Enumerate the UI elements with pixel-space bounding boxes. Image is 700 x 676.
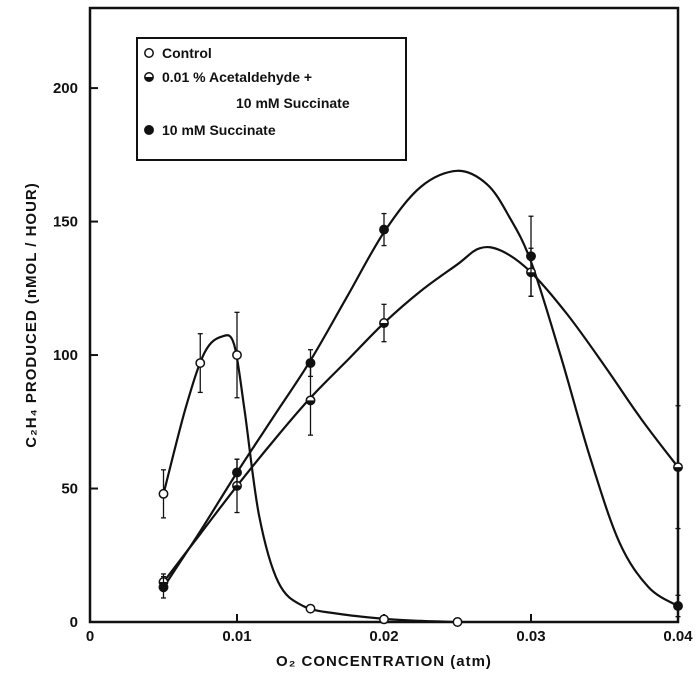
legend-marker-control <box>144 48 154 58</box>
y-tick-label: 100 <box>53 347 78 364</box>
y-tick-label: 150 <box>53 214 78 231</box>
data-point-succinate <box>526 251 536 262</box>
y-axis-title: C₂H₄ PRODUCED (nMOL / HOUR) <box>23 182 40 448</box>
legend-box <box>136 37 407 161</box>
x-tick-label: 0 <box>86 628 94 645</box>
curve-acetaldehyde-succinate <box>162 245 679 583</box>
y-tick-label: 50 <box>61 481 78 498</box>
y-tick-label: 200 <box>53 80 78 97</box>
legend: Control 0.01 % Acetaldehyde + 10 mM Succin… <box>136 37 407 161</box>
data-point-succinate <box>673 601 683 611</box>
data-point-acetaldehyde-succinate <box>673 462 683 473</box>
x-axis-title: O₂ CONCENTRATION (atm) <box>276 653 492 670</box>
data-point-acetaldehyde-succinate <box>232 480 242 491</box>
data-point-succinate <box>158 582 169 593</box>
series-markers <box>158 212 683 627</box>
data-point-succinate <box>379 224 389 235</box>
legend-marker-acetaldehyde-succinate <box>144 72 154 82</box>
data-point-control <box>158 488 169 499</box>
x-tick-label: 0.02 <box>369 628 398 645</box>
legend-label-control: Control <box>162 45 212 61</box>
legend-label-acetaldehyde-succinate: 10 mM Succinate <box>236 95 350 111</box>
data-point-control <box>232 350 242 360</box>
x-tick-label: 0.04 <box>663 628 693 645</box>
curve-succinate <box>162 169 679 607</box>
data-point-succinate <box>305 358 316 369</box>
data-point-succinate <box>232 467 242 478</box>
data-point-acetaldehyde-succinate <box>379 318 389 328</box>
x-tick-label: 0.01 <box>222 628 251 645</box>
data-point-acetaldehyde-succinate <box>305 395 316 406</box>
data-point-control <box>195 358 206 369</box>
legend-label-acetaldehyde-succinate: 0.01 % Acetaldehyde + <box>162 69 312 85</box>
series-curves <box>162 169 679 624</box>
data-point-control <box>305 603 316 614</box>
legend-label-succinate: 10 mM Succinate <box>162 122 276 138</box>
legend-marker-succinate <box>144 125 154 135</box>
y-tick-label: 0 <box>70 614 78 631</box>
x-tick-label: 0.03 <box>516 628 545 645</box>
data-point-control <box>452 617 463 627</box>
data-point-control <box>379 614 389 625</box>
axis-ticks: 0 0.01 0.02 0.03 0.04 0 50 100 150 200 <box>53 80 693 645</box>
